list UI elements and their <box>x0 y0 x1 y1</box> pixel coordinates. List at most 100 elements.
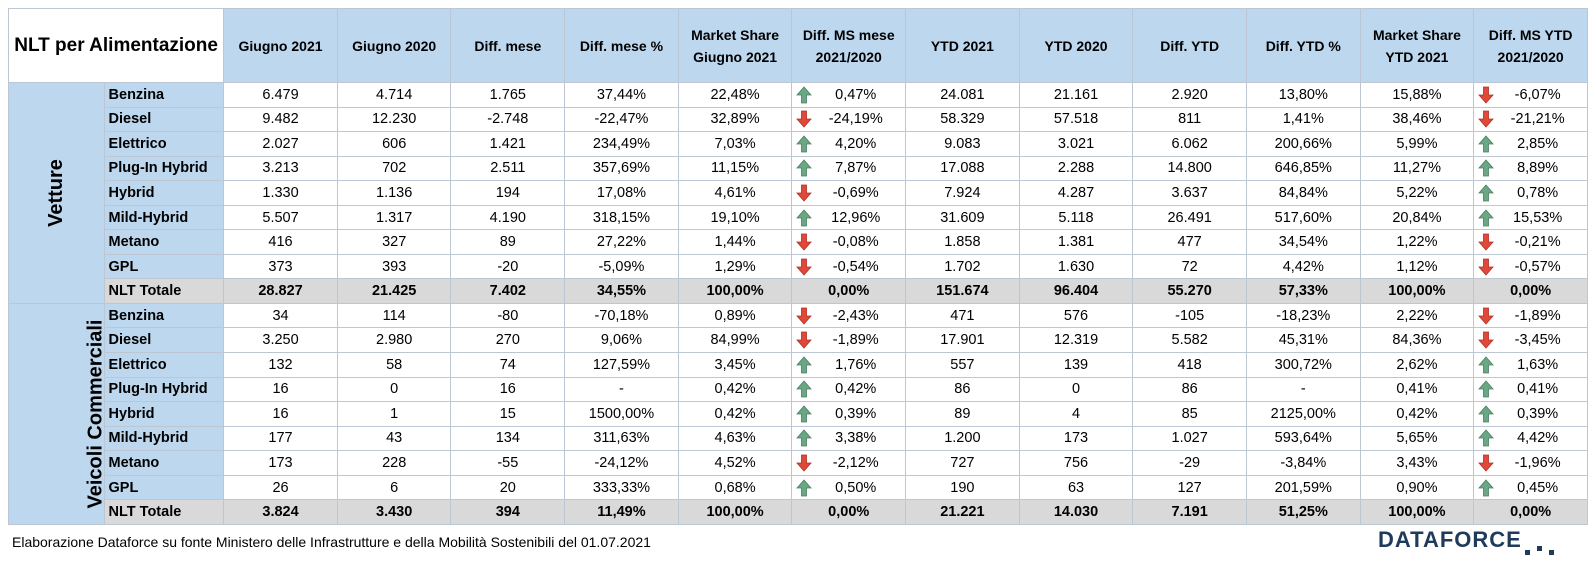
cell-ms-ytd21: 0,90% <box>1359 474 1475 501</box>
cell-giu21: 16 <box>223 376 338 403</box>
cell-ms-ytd21: 84,36% <box>1359 327 1475 354</box>
cell-diff-ytd-pct: 45,31% <box>1245 327 1361 354</box>
cell-ms-giu21: 0,89% <box>677 302 793 329</box>
cell-diff-ytd-pct: 517,60% <box>1245 204 1361 231</box>
cell-diff-ytd: 6.062 <box>1132 131 1247 157</box>
table-row: Hybrid 1.330 1.136 194 17,08% 4,61% -0,69% 7.92… <box>9 180 1588 206</box>
cell-value: -24,19% <box>828 111 883 128</box>
cell-giu20: 327 <box>336 229 452 255</box>
cell-value: 2,85% <box>1517 135 1559 152</box>
cell-diff-ms-mese: -2,43% <box>791 302 907 329</box>
cell-diff-mese-pct: 311,63% <box>564 425 679 452</box>
cell-diff-ms-ytd: 8,89% <box>1473 155 1588 182</box>
cell-ms-ytd21: 2,62% <box>1359 352 1475 378</box>
cell-diff-mese-pct: 357,69% <box>564 155 679 182</box>
cell-diff-mese: 74 <box>450 352 566 378</box>
cell-ms-giu21: 22,48% <box>677 82 793 108</box>
cell-diff-ytd-pct: 1,41% <box>1245 106 1361 133</box>
cell-diff-mese-pct: 1500,00% <box>564 401 679 427</box>
cell-diff-ms-ytd: 0,39% <box>1473 401 1588 427</box>
cell-diff-ytd: 14.800 <box>1132 155 1247 182</box>
cell-giu21: 26 <box>223 474 338 501</box>
cell-value: 15,53% <box>1513 209 1563 226</box>
cell-ytd20: 173 <box>1018 425 1134 452</box>
cell-ytd21: 1.858 <box>905 229 1020 255</box>
cell-ytd21: 21.221 <box>905 499 1020 525</box>
cell-giu21: 3.213 <box>223 155 338 182</box>
cell-ms-giu21: 100,00% <box>677 278 793 304</box>
cell-value: 4,42% <box>1517 430 1559 447</box>
cell-diff-ms-mese: -0,69% <box>791 180 907 206</box>
group-label-line: Veicoli Commerciali <box>84 319 105 509</box>
table-row: Mild-Hybrid 177 43 134 311,63% 4,63% 3,38% 1.20… <box>9 425 1588 452</box>
cell-giu20: 21.425 <box>336 278 452 304</box>
cell-value: -2,43% <box>832 307 879 324</box>
fuel-type-label: Plug-In Hybrid <box>103 376 225 403</box>
cell-ytd21: 58.329 <box>905 106 1020 133</box>
col-header: Diff. MS YTD 2021/2020 <box>1473 8 1588 83</box>
cell-giu21: 3.250 <box>223 327 338 354</box>
cell-diff-ytd-pct: 593,64% <box>1245 425 1361 452</box>
fuel-type-label: Diesel <box>103 106 225 133</box>
cell-diff-ytd: 72 <box>1132 253 1247 280</box>
col-header: Diff. mese <box>450 8 566 83</box>
cell-giu20: 1.317 <box>336 204 452 231</box>
table-row: Mild-Hybrid 5.507 1.317 4.190 318,15% 19,10% 1… <box>9 204 1588 231</box>
cell-diff-ms-mese: 1,76% <box>791 352 907 378</box>
cell-diff-ytd: 26.491 <box>1132 204 1247 231</box>
cell-value: 0,78% <box>1517 184 1559 201</box>
cell-ytd21: 151.674 <box>905 278 1020 304</box>
cell-ytd21: 17.088 <box>905 155 1020 182</box>
cell-ms-ytd21: 11,27% <box>1359 155 1475 182</box>
table-row: GPL 26 6 20 333,33% 0,68% 0,50% 190 63 127 201,59%… <box>9 474 1588 501</box>
cell-giu21: 28.827 <box>223 278 338 304</box>
cell-diff-ms-ytd: -6,07% <box>1473 82 1588 108</box>
arrow-down-icon <box>1478 258 1495 276</box>
arrow-down-icon <box>796 233 813 251</box>
cell-ms-giu21: 4,61% <box>677 180 793 206</box>
logo-dots-icon <box>1525 546 1554 555</box>
cell-value: 12,96% <box>831 209 881 226</box>
cell-ms-ytd21: 1,22% <box>1359 229 1475 255</box>
fuel-type-label: Plug-In Hybrid <box>103 155 225 182</box>
arrow-up-icon <box>1478 429 1495 447</box>
cell-value: 0,45% <box>1517 479 1559 496</box>
cell-value: -2,12% <box>832 454 879 471</box>
cell-diff-ytd: 2.920 <box>1132 82 1247 108</box>
arrow-down-icon <box>1478 331 1495 349</box>
cell-ms-giu21: 0,42% <box>677 376 793 403</box>
arrow-up-icon <box>796 86 813 104</box>
cell-diff-mese: -55 <box>450 450 566 476</box>
cell-diff-ytd-pct: 34,54% <box>1245 229 1361 255</box>
cell-ytd20: 756 <box>1018 450 1134 476</box>
arrow-up-icon <box>1478 135 1495 153</box>
cell-ms-giu21: 7,03% <box>677 131 793 157</box>
cell-diff-mese-pct: 34,55% <box>564 278 679 304</box>
cell-ms-ytd21: 1,12% <box>1359 253 1475 280</box>
arrow-up-icon <box>1478 380 1495 398</box>
cell-ytd20: 4 <box>1018 401 1134 427</box>
arrow-up-icon <box>796 356 813 374</box>
fuel-type-label: Benzina <box>103 82 225 108</box>
cell-diff-ytd: 7.191 <box>1132 499 1247 525</box>
cell-giu21: 173 <box>223 450 338 476</box>
cell-value: -0,54% <box>832 258 879 275</box>
arrow-up-icon <box>796 380 813 398</box>
nlt-table: NLT per Alimentazione Giugno 2021 Giugno… <box>7 8 1588 526</box>
cell-diff-ytd-pct: 646,85% <box>1245 155 1361 182</box>
arrow-up-icon <box>796 405 813 423</box>
cell-diff-ms-ytd: -0,21% <box>1473 229 1588 255</box>
cell-ytd20: 576 <box>1018 302 1134 329</box>
fuel-type-label: Diesel <box>103 327 225 354</box>
cell-ms-ytd21: 100,00% <box>1359 278 1475 304</box>
cell-value: 4,20% <box>835 135 877 152</box>
cell-diff-ms-mese: 0,47% <box>791 82 907 108</box>
cell-ms-ytd21: 0,42% <box>1359 401 1475 427</box>
cell-diff-mese-pct: 234,49% <box>564 131 679 157</box>
col-header: Diff. YTD <box>1132 8 1247 83</box>
cell-diff-mese: 16 <box>450 376 566 403</box>
cell-diff-ms-mese: -0,54% <box>791 253 907 280</box>
cell-ytd21: 9.083 <box>905 131 1020 157</box>
cell-ytd21: 31.609 <box>905 204 1020 231</box>
cell-diff-ytd: 811 <box>1132 106 1247 133</box>
